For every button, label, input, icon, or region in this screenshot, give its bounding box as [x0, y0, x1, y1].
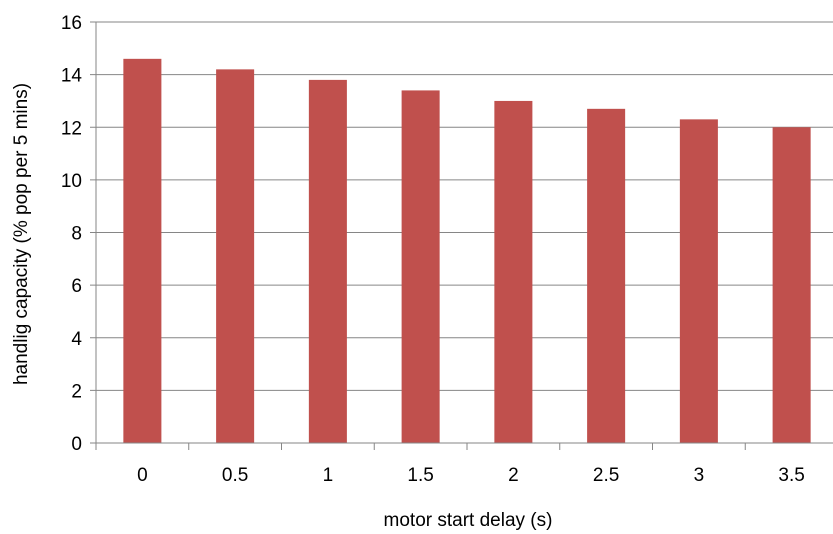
bar	[679, 119, 718, 443]
x-tick-label: 2	[508, 465, 519, 486]
y-tick-label: 10	[61, 171, 82, 192]
y-tick-label: 0	[71, 434, 82, 455]
x-tick-labels: 0 0.5 1 1.5 2 2.5 3 3.5	[137, 465, 805, 486]
bar	[308, 79, 347, 443]
y-tick-label: 6	[71, 276, 82, 297]
y-tick-label: 4	[71, 329, 82, 350]
y-tick-label: 16	[61, 13, 82, 34]
x-tick-label: 3.5	[778, 465, 804, 486]
bar	[587, 108, 626, 444]
axes	[90, 21, 833, 450]
y-tick-labels: 0 2 4 6 8 10 12 14 16	[61, 13, 83, 455]
x-tick-label: 1.5	[407, 465, 433, 486]
bar	[494, 100, 533, 443]
x-tick-label: 2.5	[593, 465, 619, 486]
y-axis-title: handlig capacity (% pop per 5 mins)	[11, 83, 32, 385]
x-tick-label: 0.5	[222, 465, 248, 486]
bar	[401, 90, 440, 443]
x-tick-label: 1	[323, 465, 334, 486]
y-tick-label: 12	[61, 118, 82, 139]
y-tick-label: 14	[61, 66, 83, 87]
y-tick-label: 2	[71, 381, 82, 402]
x-tick-label: 3	[694, 465, 705, 486]
bars	[123, 58, 811, 444]
x-axis-title: motor start delay (s)	[384, 510, 553, 531]
y-tick-label: 8	[71, 224, 82, 245]
bar	[123, 58, 162, 444]
gridlines	[96, 21, 833, 391]
x-tick-label: 0	[137, 465, 148, 486]
bar	[772, 127, 811, 443]
bar	[216, 69, 255, 444]
